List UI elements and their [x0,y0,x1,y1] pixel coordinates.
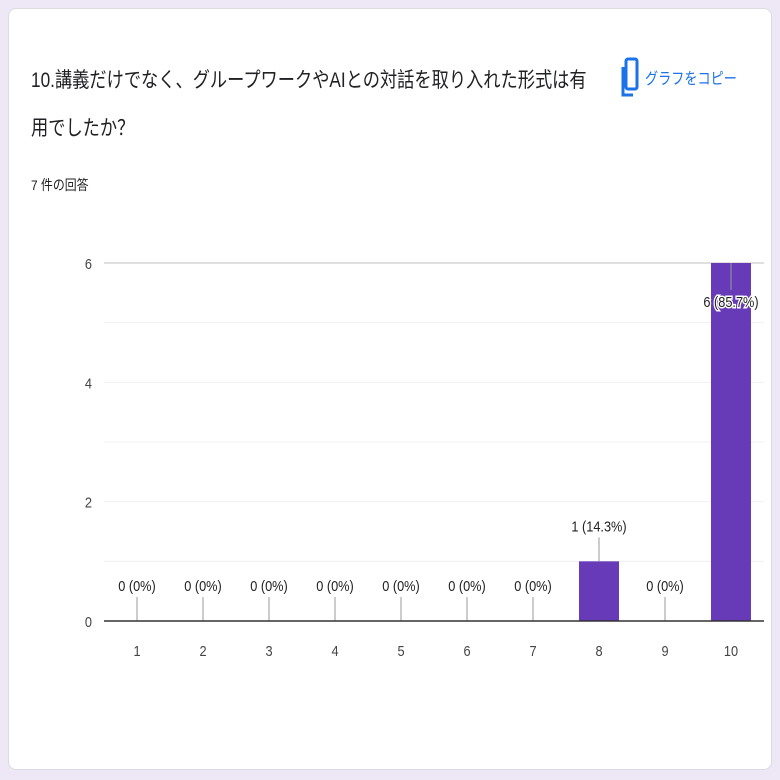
chart-card: 10.講義だけでなく、グループワークやAIとの対話を取り入れた形式は有用でしたか… [8,8,772,770]
data-label: 0 (0%) [448,577,486,594]
bar [711,263,751,621]
x-tick-label: 1 [133,642,140,659]
data-label: 6 (85.7%) [703,293,758,310]
copy-icon [621,57,639,97]
data-label: 0 (0%) [514,577,552,594]
x-tick-label: 9 [661,642,668,659]
y-tick-label: 0 [85,613,92,630]
y-tick-label: 6 [85,255,92,272]
data-label: 1 (14.3%) [571,517,626,534]
data-label: 0 (0%) [646,577,684,594]
x-tick-label: 6 [463,642,470,659]
y-tick-label: 4 [85,374,92,391]
data-label: 0 (0%) [382,577,420,594]
x-tick-label: 3 [265,642,272,659]
response-count: 7 件の回答 [31,177,89,193]
x-tick-label: 10 [724,642,738,659]
x-tick-label: 8 [595,642,602,659]
copy-chart-label: グラフをコピー [645,71,737,88]
x-tick-label: 4 [331,642,338,659]
x-tick-label: 5 [397,642,404,659]
x-tick-label: 2 [199,642,206,659]
data-label: 0 (0%) [250,577,288,594]
data-label: 0 (0%) [184,577,222,594]
y-tick-label: 2 [85,494,92,511]
copy-chart-button[interactable]: グラフをコピー [621,57,757,97]
bar [579,561,619,621]
x-tick-label: 7 [529,642,536,659]
data-label: 0 (0%) [316,577,354,594]
data-label: 0 (0%) [118,577,156,594]
question-title: 10.講義だけでなく、グループワークやAIとの対話を取り入れた形式は有用でしたか… [31,69,587,140]
